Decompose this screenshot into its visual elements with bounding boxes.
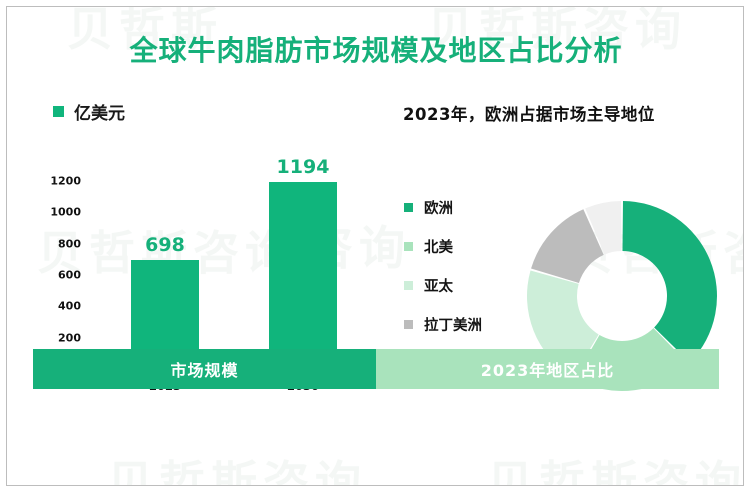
- watermark: 贝哲斯咨询: [107, 456, 367, 486]
- y-axis-tick-label: 600: [58, 268, 81, 282]
- donut-legend-label: 亚太: [424, 279, 453, 295]
- tab-regional-share[interactable]: 2023年地区占比: [376, 349, 719, 389]
- donut-legend-item-4[interactable]: 拉丁美洲: [404, 314, 497, 335]
- donut-legend-label: 拉丁美洲: [424, 318, 482, 334]
- donut-legend-label: 欧洲: [424, 201, 453, 217]
- donut-legend-item-1[interactable]: 欧洲: [404, 197, 497, 218]
- bar-chart-legend: 亿美元: [53, 99, 125, 124]
- legend-swatch-icon: [404, 281, 413, 290]
- donut-segment-中东和非洲: [585, 201, 622, 255]
- y-axis-tick-label: 200: [58, 331, 81, 345]
- donut-legend-item-3[interactable]: 亚太: [404, 275, 497, 296]
- legend-swatch-icon: [404, 242, 413, 251]
- bar-value-label: 1194: [276, 155, 330, 178]
- donut-segment-欧洲: [622, 201, 718, 363]
- bar-2030: [269, 181, 337, 369]
- bar-legend-label: 亿美元: [74, 104, 125, 124]
- donut-chart-title: 2023年，欧洲占据市场主导地位: [403, 105, 655, 124]
- donut-chart-legend: 欧洲北美亚太拉丁美洲中东和非洲: [404, 197, 497, 374]
- donut-segment-拉丁美洲: [531, 209, 604, 283]
- y-axis-tick-label: 400: [58, 299, 81, 313]
- legend-swatch-icon: [404, 203, 413, 212]
- y-axis-tick-label: 1200: [50, 174, 81, 188]
- page-title: 全球牛肉脂肪市场规模及地区占比分析: [129, 34, 623, 67]
- y-axis-tick-label: 1000: [50, 205, 81, 219]
- chart-tab-bar: 市场规模 2023年地区占比: [33, 349, 719, 389]
- legend-swatch-icon: [53, 106, 64, 117]
- tab-market-size-label: 市场规模: [170, 361, 239, 380]
- donut-legend-label: 北美: [424, 240, 453, 256]
- infographic-card: 贝哲斯 贝哲斯咨询 贝哲斯咨询 咨询 贝哲斯咨询 贝哲斯咨询 贝哲斯咨询 全球牛…: [6, 6, 744, 486]
- bar-value-label: 698: [145, 233, 185, 256]
- watermark: 贝哲斯咨询: [487, 456, 744, 486]
- tab-market-size[interactable]: 市场规模: [33, 349, 376, 389]
- donut-legend-item-2[interactable]: 北美: [404, 236, 497, 257]
- y-axis-tick-label: 800: [58, 237, 81, 251]
- legend-swatch-icon: [404, 320, 413, 329]
- tab-regional-share-label: 2023年地区占比: [480, 361, 615, 380]
